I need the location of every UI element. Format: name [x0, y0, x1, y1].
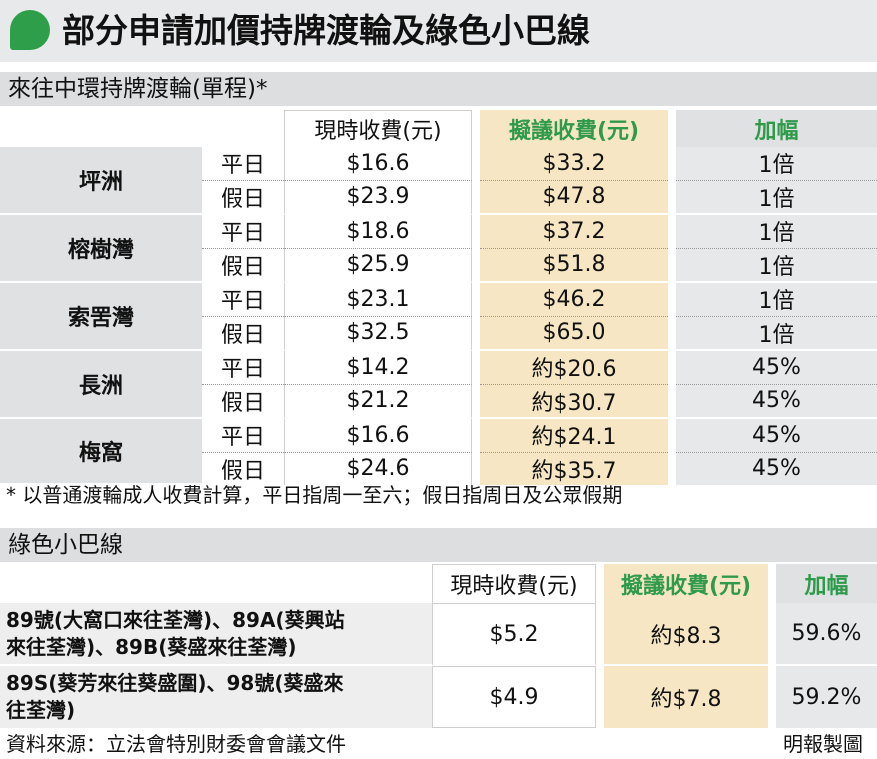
day-label: 假日 [202, 317, 284, 351]
minibus-fare-table: 現時收費(元) 擬議收費(元) 加幅 89號(大窩口來往荃灣)、89A(葵興站 … [0, 564, 877, 728]
proposed-fare: $37.2 [480, 215, 668, 249]
ferry-place: 長洲 [0, 351, 202, 419]
current-fare: $14.2 [284, 351, 472, 385]
minibus-row: 89S(葵芳來往葵盛圍)、98號(葵盛來 往荃灣) $4.9 約$7.8 59.… [0, 666, 877, 728]
increase: 59.6% [776, 603, 877, 666]
source-note: 資料來源：立法會特別財委會會議文件 [6, 732, 346, 756]
credit: 明報製圖 [783, 732, 863, 756]
day-label: 假日 [202, 385, 284, 419]
increase: 45% [676, 351, 877, 385]
increase: 45% [676, 384, 877, 419]
col-increase: 加幅 [776, 564, 877, 603]
ferry-row: 坪洲 平日 $16.6 $33.2 1倍 [0, 147, 877, 215]
proposed-fare: 約$30.7 [480, 384, 668, 419]
route-line: 89S(葵芳來往葵盛圍)、98號(葵盛來 [6, 671, 344, 695]
ferry-row: 假日 $25.9 $51.8 1倍 [0, 248, 877, 283]
col-proposed-fare: 擬議收費(元) [480, 110, 668, 147]
ferry-row: 假日 $23.9 $47.8 1倍 [0, 180, 877, 215]
proposed-fare: $47.8 [480, 180, 668, 215]
increase: 1倍 [676, 283, 877, 317]
route-name: 89號(大窩口來往荃灣)、89A(葵興站 來往荃灣)、89B(葵盛來往荃灣) [0, 603, 432, 666]
ferry-section-heading: 來往中環持牌渡輪(單程)* [0, 72, 877, 106]
col-current-fare: 現時收費(元) [432, 564, 596, 603]
route-name: 89S(葵芳來往葵盛圍)、98號(葵盛來 往荃灣) [0, 666, 432, 728]
increase: 45% [676, 452, 877, 485]
proposed-fare: $33.2 [480, 147, 668, 181]
ferry-place: 榕樹灣 [0, 215, 202, 283]
proposed-fare: $46.2 [480, 283, 668, 317]
increase: 1倍 [676, 248, 877, 283]
col-proposed-fare: 擬議收費(元) [604, 564, 768, 603]
current-fare: $23.1 [284, 283, 472, 317]
ferry-place: 梅窩 [0, 419, 202, 485]
current-fare: $21.2 [284, 384, 472, 419]
current-fare: $5.2 [432, 603, 596, 666]
title-bar: 部分申請加價持牌渡輪及綠色小巴線 [0, 0, 877, 62]
proposed-fare: 約$7.8 [604, 666, 768, 728]
day-label: 平日 [202, 351, 284, 385]
ferry-row: 榕樹灣 平日 $18.6 $37.2 1倍 [0, 215, 877, 283]
col-current-fare: 現時收費(元) [284, 110, 472, 147]
proposed-fare: $65.0 [480, 316, 668, 351]
current-fare: $23.9 [284, 180, 472, 215]
current-fare: $25.9 [284, 248, 472, 283]
ferry-row: 索罟灣 平日 $23.1 $46.2 1倍 [0, 283, 877, 351]
ferry-row: 假日 $21.2 約$30.7 45% [0, 384, 877, 419]
ferry-row: 梅窩 平日 $16.6 約$24.1 45% [0, 419, 877, 485]
proposed-fare: 約$35.7 [480, 452, 668, 485]
increase: 1倍 [676, 316, 877, 351]
ferry-place: 索罟灣 [0, 283, 202, 351]
proposed-fare: $51.8 [480, 248, 668, 283]
day-label: 平日 [202, 283, 284, 317]
day-label: 假日 [202, 249, 284, 283]
day-label: 假日 [220, 458, 265, 484]
speech-bubble-icon [10, 10, 50, 50]
route-line: 89號(大窩口來往荃灣)、89A(葵興站 [6, 607, 345, 632]
current-fare: $16.6 [284, 419, 472, 453]
current-fare: $4.9 [432, 666, 596, 728]
minibus-row: 89號(大窩口來往荃灣)、89A(葵興站 來往荃灣)、89B(葵盛來往荃灣) $… [0, 603, 877, 666]
ferry-row: 假日 $24.6 約$35.7 45% [0, 452, 877, 485]
increase: 1倍 [676, 180, 877, 215]
ferry-fare-table: 現時收費(元) 擬議收費(元) 加幅 坪洲 平日 $16.6 $33.2 1倍 … [0, 110, 877, 485]
increase: 1倍 [676, 215, 877, 249]
route-line: 往荃灣) [6, 698, 76, 722]
increase: 1倍 [676, 147, 877, 181]
day-label: 平日 [202, 147, 284, 181]
current-fare: $32.5 [284, 316, 472, 351]
minibus-header-row: 現時收費(元) 擬議收費(元) 加幅 [0, 564, 877, 603]
proposed-fare: 約$8.3 [604, 603, 768, 666]
day-label: 假日 [202, 181, 284, 215]
page-title: 部分申請加價持牌渡輪及綠色小巴線 [62, 11, 590, 50]
proposed-fare: 約$24.1 [480, 419, 668, 453]
ferry-footnote: * 以普通渡輪成人收費計算，平日指周一至六；假日指周日及公眾假期 [6, 483, 623, 507]
ferry-place: 坪洲 [0, 147, 202, 215]
ferry-row: 長洲 平日 $14.2 約$20.6 45% [0, 351, 877, 419]
current-fare: $16.6 [284, 147, 472, 181]
ferry-header-row: 現時收費(元) 擬議收費(元) 加幅 [0, 110, 877, 147]
increase: 45% [676, 419, 877, 453]
increase: 59.2% [776, 666, 877, 728]
proposed-fare: 約$20.6 [480, 351, 668, 385]
current-fare: $18.6 [284, 215, 472, 249]
col-increase: 加幅 [676, 110, 877, 147]
minibus-section-heading: 綠色小巴線 [0, 528, 877, 562]
route-line: 來往荃灣)、89B(葵盛來往荃灣) [6, 634, 297, 659]
current-fare: $24.6 [284, 452, 472, 485]
ferry-row: 假日 $32.5 $65.0 1倍 [0, 316, 877, 351]
day-label: 平日 [202, 419, 284, 453]
day-label: 平日 [202, 215, 284, 249]
